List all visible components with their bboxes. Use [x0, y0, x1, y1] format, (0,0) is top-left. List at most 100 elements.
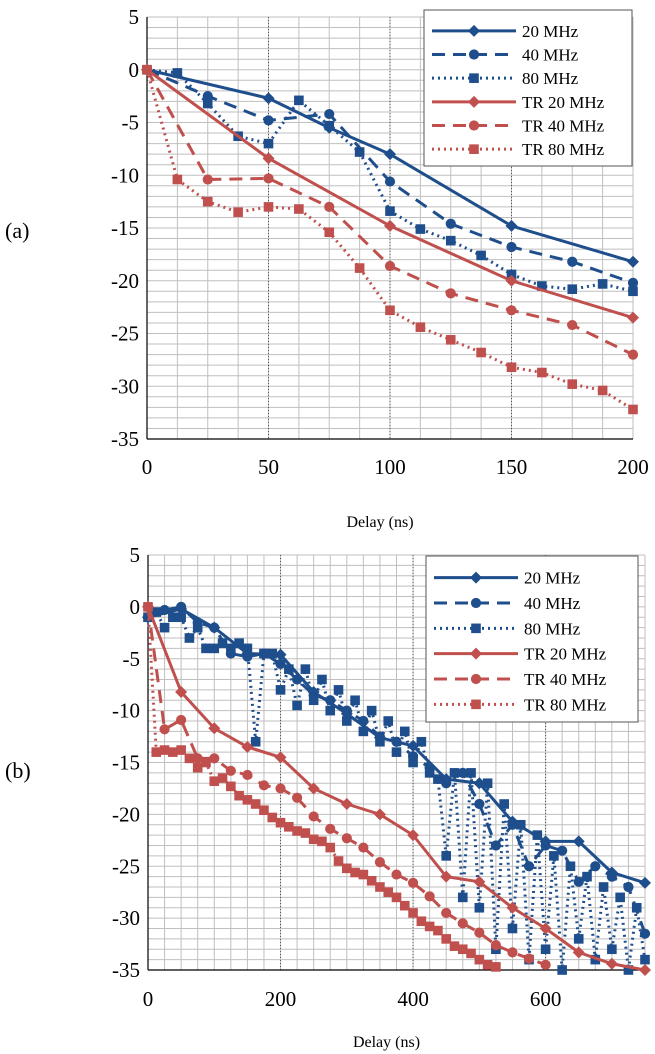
data-point: [640, 954, 650, 965]
data-point: [567, 284, 578, 294]
data-point: [440, 870, 453, 883]
legend-marker: [470, 647, 482, 660]
data-point: [441, 934, 451, 944]
data-point: [457, 944, 468, 955]
data-point: [325, 705, 336, 716]
data-point: [259, 648, 269, 659]
data-point: [217, 638, 228, 648]
data-point: [631, 902, 642, 913]
data-point: [474, 902, 485, 913]
legend-marker: [468, 95, 480, 108]
data-point: [308, 834, 319, 845]
y-tick-label: -20: [111, 269, 139, 293]
data-point: [408, 908, 418, 918]
data-point: [176, 601, 187, 612]
legend-marker: [468, 120, 480, 131]
panel-b: (b) 50-5-10-15-20-25-30-350 200 400 600Dela…: [5, 543, 651, 1051]
data-point: [209, 753, 220, 764]
data-point: [151, 607, 162, 617]
data-point: [391, 892, 402, 903]
data-point: [424, 891, 435, 902]
legend-label: 40 MHz: [524, 594, 581, 613]
data-point: [383, 887, 394, 897]
data-point: [537, 367, 547, 378]
y-tick-label: 0: [130, 595, 141, 619]
y-tick-label: -5: [123, 647, 141, 671]
data-point: [407, 829, 420, 842]
y-tick-label: -30: [112, 906, 140, 930]
data-point: [639, 876, 651, 889]
data-point: [384, 176, 396, 187]
data-point: [383, 716, 394, 726]
data-point: [532, 830, 543, 840]
legend-label: TR 80 MHz: [524, 695, 607, 714]
data-point: [341, 833, 352, 844]
x-tick-label: 0: [143, 987, 154, 1011]
legend-marker: [468, 24, 480, 37]
data-point: [168, 747, 178, 757]
data-point: [623, 881, 634, 893]
data-point: [441, 907, 452, 919]
data-point: [263, 202, 274, 212]
data-point: [399, 900, 410, 911]
data-point: [540, 944, 551, 955]
data-point: [175, 685, 188, 698]
data-point: [507, 819, 518, 830]
y-tick-label: 5: [130, 543, 141, 567]
y-tick-label: -35: [112, 958, 140, 982]
data-point: [325, 842, 336, 853]
data-point: [407, 739, 420, 752]
data-point: [523, 861, 535, 872]
data-point: [333, 856, 344, 866]
legend: 20 MHz 40 MHz 80 MHz TR 20 MHz TR 40 MHz TR 8…: [425, 555, 639, 723]
data-point: [325, 823, 336, 835]
data-point: [208, 722, 221, 735]
data-point: [441, 778, 452, 789]
y-tick-label: -5: [122, 111, 140, 135]
data-point: [176, 745, 186, 755]
data-point: [267, 812, 278, 823]
y-tick-label: -15: [111, 216, 139, 240]
data-point: [241, 740, 254, 753]
x-tick-label: 200: [265, 987, 297, 1011]
data-point: [350, 867, 360, 878]
data-point: [258, 780, 270, 791]
data-point: [385, 206, 395, 216]
y-tick-label: -10: [112, 699, 140, 723]
data-point: [159, 745, 170, 755]
legend-box: [423, 9, 633, 167]
data-point: [590, 861, 601, 872]
data-point: [607, 944, 617, 955]
data-point: [172, 174, 183, 185]
data-point: [358, 842, 369, 853]
data-point: [373, 808, 386, 821]
data-point: [192, 622, 203, 633]
data-point: [573, 934, 584, 944]
series-group: [141, 63, 639, 415]
panel-a: (a) 50-5-10-15-20-25-30-350 50 100 150 200De…: [5, 5, 649, 531]
data-point: [324, 227, 335, 238]
data-point: [308, 695, 319, 706]
y-tick-label: -20: [112, 802, 140, 826]
data-point: [234, 790, 244, 801]
data-point: [375, 736, 385, 747]
series-group: [142, 600, 651, 976]
data-point: [507, 947, 518, 958]
data-point: [184, 633, 195, 643]
y-tick-label: -25: [112, 854, 140, 878]
y-tick-label: 0: [129, 58, 140, 82]
data-point: [202, 174, 213, 185]
x-axis-label: Delay (ns): [353, 1034, 420, 1051]
data-point: [324, 108, 335, 120]
data-point: [202, 98, 213, 109]
data-point: [391, 869, 402, 880]
legend-label: 40 MHz: [522, 46, 579, 65]
data-point: [557, 845, 568, 856]
data-point: [474, 927, 485, 938]
data-point: [317, 674, 327, 685]
y-tick-label: -10: [111, 163, 139, 187]
data-point: [597, 279, 608, 289]
y-tick-label: 5: [129, 5, 140, 29]
data-point: [308, 811, 319, 822]
